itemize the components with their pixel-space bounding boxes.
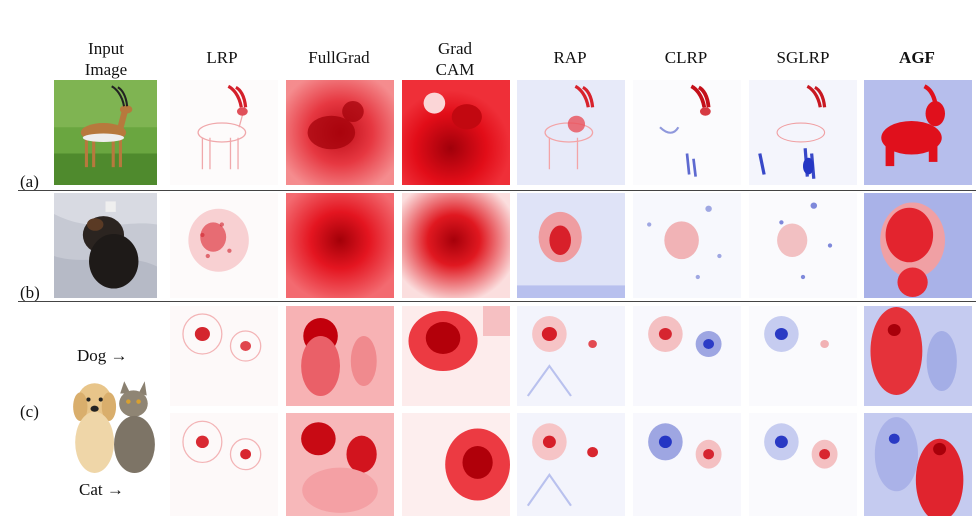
input-image-gazelle	[54, 80, 157, 185]
input-image-dog-on-blanket	[54, 193, 157, 298]
heatmap-c-dog-agf	[864, 306, 972, 406]
heatmap-a-lrp	[170, 80, 278, 185]
heatmap-b-clrp	[633, 193, 741, 298]
heatmap-b-gradcam	[402, 193, 510, 298]
heatmap-a-gradcam	[402, 80, 510, 185]
heatmap-c-dog-gradcam	[402, 306, 510, 406]
header-clrp: CLRP	[664, 48, 708, 67]
heatmap-b-rap	[517, 193, 625, 298]
heatmap-c-dog-sglrp	[749, 306, 857, 406]
header-lrp: LRP	[206, 48, 238, 67]
heatmap-c-dog-lrp	[170, 306, 278, 406]
header-sglrp: SGLRP	[776, 48, 830, 67]
heatmap-b-agf	[864, 193, 972, 298]
header-rap: RAP	[553, 48, 587, 67]
heatmap-b-sglrp	[749, 193, 857, 298]
heatmap-c-cat-sglrp	[749, 413, 857, 516]
heatmap-a-rap	[517, 80, 625, 185]
heatmap-c-cat-gradcam	[402, 413, 510, 516]
heatmap-b-lrp	[170, 193, 278, 298]
heatmap-a-agf	[864, 80, 972, 185]
heatmap-a-fullgrad	[286, 80, 394, 185]
heatmap-a-sglrp	[749, 80, 857, 185]
heatmap-b-fullgrad	[286, 193, 394, 298]
header-gradcam: Grad CAM	[435, 39, 475, 79]
row-separator	[18, 301, 976, 302]
row-separator	[18, 190, 976, 191]
heatmap-c-dog-clrp	[633, 306, 741, 406]
header-input-image: Input Image	[84, 39, 128, 79]
heatmap-c-dog-rap	[517, 306, 625, 406]
heatmap-c-cat-rap	[517, 413, 625, 516]
class-target-cat: Cat →	[79, 480, 124, 499]
row-label-c: (c)	[20, 402, 39, 421]
row-label-b: (b)	[20, 283, 40, 302]
heatmap-c-cat-lrp	[170, 413, 278, 516]
class-target-dog: Dog →	[77, 346, 128, 365]
heatmap-c-cat-fullgrad	[286, 413, 394, 516]
heatmap-c-dog-fullgrad	[286, 306, 394, 406]
header-fullgrad: FullGrad	[308, 48, 370, 67]
header-agf: AGF	[899, 48, 935, 67]
row-label-a: (a)	[20, 172, 39, 191]
input-image-dog-and-cat	[67, 371, 159, 473]
heatmap-c-cat-clrp	[633, 413, 741, 516]
heatmap-a-clrp	[633, 80, 741, 185]
heatmap-c-cat-agf	[864, 413, 972, 516]
